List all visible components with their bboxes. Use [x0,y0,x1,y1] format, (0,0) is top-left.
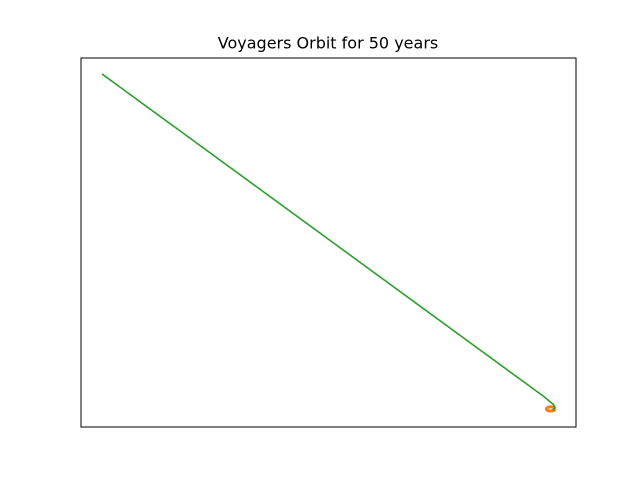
chart-title: Voyagers Orbit for 50 years [218,34,438,53]
plot-frame [80,57,577,428]
series-line [544,405,557,413]
series-line [101,73,556,411]
